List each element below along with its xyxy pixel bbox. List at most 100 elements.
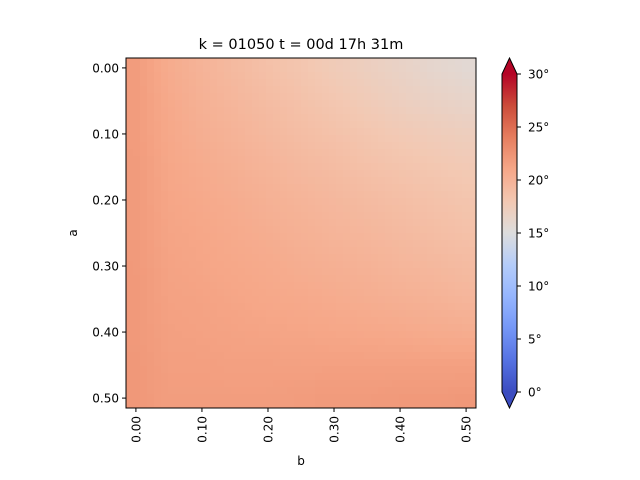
heatmap-cell	[420, 135, 428, 143]
heatmap-cell	[252, 317, 260, 325]
heatmap-cell	[126, 65, 134, 73]
heatmap-cell	[196, 114, 204, 122]
heatmap-cell	[385, 219, 393, 227]
heatmap-cell	[231, 191, 239, 199]
heatmap-cell	[126, 380, 134, 388]
heatmap-cell	[182, 387, 190, 395]
heatmap-cell	[273, 212, 281, 220]
heatmap-cell	[217, 156, 225, 164]
heatmap-cell	[189, 233, 197, 241]
heatmap-cell	[343, 142, 351, 150]
heatmap-cell	[133, 121, 141, 129]
heatmap-cell	[420, 240, 428, 248]
heatmap-cell	[273, 401, 281, 408]
heatmap-cell	[434, 100, 442, 108]
heatmap-cell	[455, 121, 463, 129]
heatmap-cell	[245, 233, 253, 241]
heatmap-cell	[364, 317, 372, 325]
heatmap-cell	[392, 275, 400, 283]
heatmap-cell	[406, 100, 414, 108]
heatmap-cell	[280, 345, 288, 353]
heatmap-cell	[420, 93, 428, 101]
heatmap-cell	[301, 205, 309, 213]
heatmap-cell	[301, 100, 309, 108]
heatmap-cell	[182, 401, 190, 408]
heatmap-cell	[448, 282, 456, 290]
heatmap-cell	[287, 191, 295, 199]
heatmap-cell	[392, 58, 400, 66]
heatmap-cell	[217, 107, 225, 115]
heatmap-cell	[154, 149, 162, 157]
heatmap-cell	[147, 247, 155, 255]
heatmap-cell	[434, 268, 442, 276]
heatmap-cell	[322, 163, 330, 171]
heatmap-cell	[399, 121, 407, 129]
heatmap-cell	[154, 191, 162, 199]
heatmap-cell	[350, 65, 358, 73]
heatmap-cell	[371, 149, 379, 157]
heatmap-cell	[427, 247, 435, 255]
heatmap-cell	[147, 317, 155, 325]
heatmap-cell	[469, 79, 476, 87]
heatmap-cell	[182, 310, 190, 318]
heatmap-cell	[441, 282, 449, 290]
heatmap-cell	[203, 191, 211, 199]
heatmap-cell	[154, 240, 162, 248]
heatmap-cell	[350, 324, 358, 332]
heatmap-cell	[231, 100, 239, 108]
heatmap-cell	[210, 387, 218, 395]
heatmap-cell	[385, 184, 393, 192]
heatmap-cell	[350, 240, 358, 248]
heatmap-cell	[420, 338, 428, 346]
heatmap-cell	[315, 401, 323, 408]
heatmap-cell	[273, 100, 281, 108]
heatmap-cell	[259, 394, 267, 402]
heatmap-cell	[371, 345, 379, 353]
heatmap-cell	[196, 366, 204, 374]
heatmap-cell	[259, 247, 267, 255]
heatmap-cell	[350, 177, 358, 185]
heatmap-cell	[168, 93, 176, 101]
heatmap-cell	[343, 233, 351, 241]
heatmap-cell	[343, 149, 351, 157]
heatmap-cell	[343, 170, 351, 178]
heatmap-cell	[413, 317, 421, 325]
heatmap-cell	[322, 338, 330, 346]
heatmap-cell	[245, 142, 253, 150]
heatmap-cell	[322, 86, 330, 94]
heatmap-cell	[462, 156, 470, 164]
heatmap-cell	[385, 156, 393, 164]
heatmap-cell	[357, 65, 365, 73]
heatmap-cell	[280, 191, 288, 199]
heatmap-cell	[273, 352, 281, 360]
heatmap-cell	[469, 338, 476, 346]
heatmap-cell	[196, 212, 204, 220]
heatmap-cell	[161, 366, 169, 374]
heatmap-cell	[259, 303, 267, 311]
heatmap-cell	[336, 387, 344, 395]
heatmap-cell	[301, 198, 309, 206]
heatmap-cell	[294, 93, 302, 101]
heatmap-cell	[287, 156, 295, 164]
heatmap-cell	[434, 373, 442, 381]
heatmap-cell	[182, 79, 190, 87]
heatmap-cell	[294, 86, 302, 94]
heatmap-cell	[420, 156, 428, 164]
heatmap-cell	[357, 86, 365, 94]
heatmap-cell	[350, 310, 358, 318]
heatmap-cell	[448, 387, 456, 395]
heatmap-cell	[210, 352, 218, 360]
heatmap-cell	[469, 373, 476, 381]
heatmap-cell	[441, 247, 449, 255]
heatmap-cell	[168, 324, 176, 332]
heatmap-cell	[420, 226, 428, 234]
heatmap-cell	[287, 317, 295, 325]
heatmap-cell	[399, 359, 407, 367]
heatmap-cell	[273, 72, 281, 80]
heatmap-cell	[455, 254, 463, 262]
heatmap-cell	[455, 387, 463, 395]
heatmap-cell	[392, 324, 400, 332]
heatmap-cell	[238, 310, 246, 318]
heatmap-cell	[217, 387, 225, 395]
heatmap-cell	[273, 380, 281, 388]
